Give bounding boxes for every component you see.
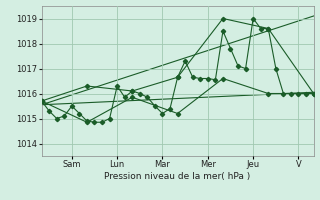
X-axis label: Pression niveau de la mer( hPa ): Pression niveau de la mer( hPa ) <box>104 172 251 181</box>
